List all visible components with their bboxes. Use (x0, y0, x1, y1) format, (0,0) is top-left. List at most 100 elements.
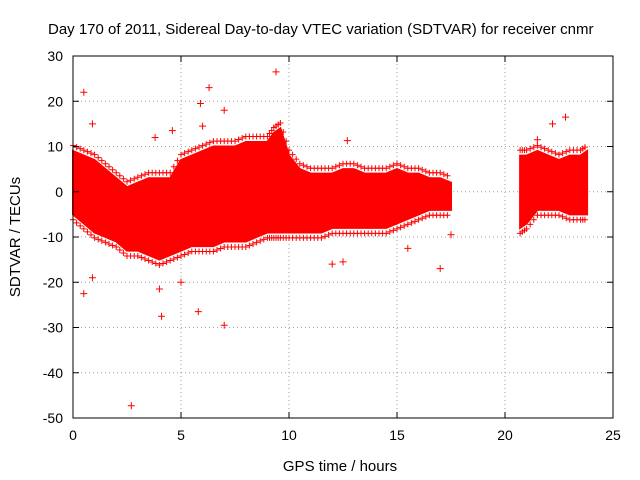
data-point (328, 260, 336, 268)
data-point (239, 135, 246, 142)
data-point (304, 163, 310, 170)
x-axis-label: GPS time / hours (283, 458, 397, 475)
data-point (168, 127, 176, 135)
data-point (88, 274, 96, 282)
data-point (268, 127, 275, 134)
data-point (120, 175, 127, 182)
data-point (318, 234, 325, 241)
data-point (127, 177, 134, 184)
y-tick-label: 10 (47, 139, 63, 155)
data-point (390, 162, 397, 169)
data-point (88, 150, 94, 157)
data-point (134, 253, 141, 260)
data-point (397, 162, 404, 169)
data-point (106, 240, 112, 247)
data-point (160, 260, 166, 267)
data-point (561, 113, 569, 121)
data-point (264, 133, 271, 140)
data-point (196, 100, 204, 108)
data-point (98, 157, 105, 164)
data-point (192, 145, 199, 152)
data-point (293, 156, 300, 163)
data-point (354, 162, 361, 169)
data-point (177, 278, 185, 286)
y-tick-label: -20 (43, 274, 63, 290)
data-point (404, 221, 411, 228)
data-point (447, 231, 455, 239)
data-point (210, 248, 217, 255)
data-point (440, 171, 447, 178)
plot-area (70, 68, 589, 410)
data-point (158, 312, 166, 320)
data-point (325, 231, 332, 238)
data-point (149, 259, 156, 266)
data-point (235, 136, 242, 143)
data-point (95, 154, 102, 161)
data-point (174, 254, 181, 261)
data-point (350, 160, 357, 167)
data-point (444, 172, 451, 179)
data-point (563, 148, 570, 155)
data-point (289, 151, 296, 158)
data-point (422, 168, 429, 175)
data-point (185, 148, 192, 155)
data-point (156, 262, 163, 269)
data-point (534, 142, 541, 149)
data-point (581, 144, 588, 151)
data-point (401, 163, 408, 170)
data-point (530, 216, 537, 223)
data-point (167, 257, 174, 264)
data-point (124, 178, 130, 185)
data-point (102, 160, 109, 167)
data-point (300, 162, 307, 169)
data-point (563, 215, 570, 222)
data-point (80, 88, 88, 96)
data-point (102, 239, 109, 246)
data-point (343, 137, 351, 145)
y-tick-label: 30 (47, 48, 63, 64)
data-point (397, 224, 404, 231)
data-point (404, 244, 412, 252)
data-point (220, 106, 228, 114)
y-tick-label: -40 (43, 365, 63, 381)
y-tick-label: 20 (47, 93, 63, 109)
data-point (142, 171, 148, 178)
data-point (538, 144, 544, 151)
data-point (296, 160, 303, 167)
data-point (95, 236, 102, 243)
y-tick-label: -10 (43, 229, 63, 245)
data-point (559, 150, 566, 157)
data-point (80, 225, 87, 232)
data-point (436, 265, 444, 273)
data-point (401, 222, 408, 229)
data-point (199, 142, 206, 149)
y-tick-label: -50 (43, 410, 63, 426)
data-point (206, 139, 213, 146)
data-point (73, 144, 80, 151)
data-point (84, 148, 91, 155)
data-point (196, 144, 202, 151)
data-point (91, 234, 98, 241)
data-point (257, 237, 264, 244)
data-point (444, 212, 451, 219)
data-point (422, 213, 429, 220)
data-point (113, 243, 120, 250)
data-point (109, 242, 116, 249)
data-point (152, 260, 159, 267)
data-point (383, 165, 390, 172)
data-point (383, 230, 390, 237)
data-point (185, 249, 192, 256)
data-point (272, 68, 280, 76)
data-point (194, 308, 202, 316)
data-point (358, 163, 364, 170)
data-point (77, 222, 84, 229)
data-point (80, 147, 87, 154)
data-point (181, 150, 188, 157)
data-point (142, 256, 148, 263)
x-axis: 0 5 10 15 20 25 (69, 56, 621, 443)
data-point (581, 216, 588, 223)
data-point (199, 122, 207, 130)
data-point (98, 237, 105, 244)
data-point (155, 285, 163, 293)
